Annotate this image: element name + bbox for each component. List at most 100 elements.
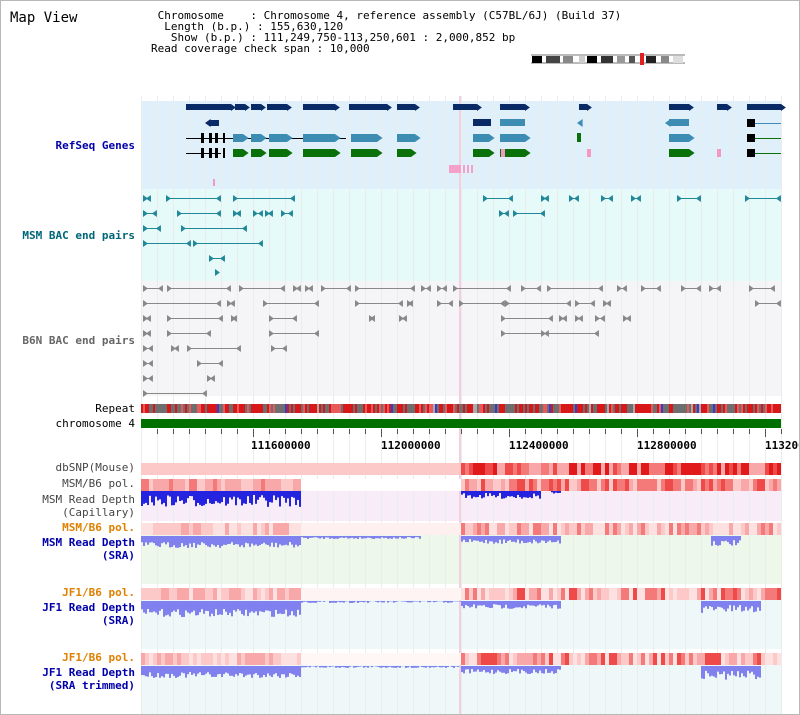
track-glyph	[566, 300, 571, 307]
dbsnp-cell	[689, 463, 693, 475]
msm-pol-cell	[261, 479, 265, 491]
jf1-pol-trimmed-cell	[249, 653, 253, 665]
track-label-refseq[interactable]: RefSeq Genes	[55, 139, 135, 152]
repeat-segment	[447, 404, 449, 413]
repeat-segment	[525, 404, 527, 413]
msm-pol-cell	[461, 479, 465, 491]
dbsnp-cell	[585, 463, 589, 475]
track-glyph	[601, 195, 606, 202]
repeat-segment	[485, 404, 487, 413]
msm-depth-capillary-bar	[189, 491, 191, 497]
jf1-pol-trimmed-cell	[349, 653, 353, 665]
dbsnp-cell	[297, 463, 301, 475]
msm-pol-cell	[673, 479, 677, 491]
repeat-segment	[441, 404, 443, 413]
msm-pol-cell	[669, 479, 673, 491]
track-glyph	[525, 134, 531, 142]
track-label-msm-bac[interactable]: MSM BAC end pairs	[22, 229, 135, 242]
jf1-depth-sra-bar	[141, 601, 143, 610]
repeat-segment	[497, 404, 499, 413]
msm-pol-cell	[501, 479, 505, 491]
jf1-depth-trimmed-bar	[503, 666, 505, 673]
jf1-depth-trimmed-bar	[191, 666, 193, 675]
msm-depth-capillary-bar	[145, 491, 147, 503]
msm-depth-sra-bar	[367, 536, 369, 538]
jf1-depth-trimmed-bar	[197, 666, 199, 674]
msm-depth-sra-bar	[529, 536, 531, 542]
dbsnp-cell	[397, 463, 401, 475]
jf1-depth-trimmed-bar	[365, 666, 367, 667]
msm-pol-sra-cell	[709, 523, 713, 535]
gene-marker	[457, 165, 459, 173]
track-glyph	[689, 104, 694, 111]
jf1-pol-cell	[153, 588, 157, 600]
jf1-depth-sra-bar	[705, 601, 707, 607]
dbsnp-cell	[657, 463, 661, 475]
msm-depth-capillary-bar	[159, 491, 161, 500]
track-glyph	[603, 300, 608, 307]
jf1-depth-sra-bar	[509, 601, 511, 609]
jf1-pol-trimmed-cell	[517, 653, 521, 665]
gene-exon	[201, 133, 204, 143]
msm-pol-sra-cell	[561, 523, 565, 535]
repeat-segment	[747, 404, 749, 413]
gene-exon	[500, 149, 525, 157]
repeat-segment	[609, 404, 611, 413]
repeat-segment	[571, 404, 573, 413]
repeat-segment	[649, 404, 651, 413]
jf1-depth-sra-bar	[259, 601, 261, 612]
repeat-segment	[547, 404, 549, 413]
jf1-pol-cell	[681, 588, 685, 600]
msm-depth-sra-bar	[341, 536, 343, 538]
track-glyph	[146, 330, 151, 337]
dbsnp-cell	[461, 463, 465, 475]
msm-depth-sra-bar	[489, 536, 491, 542]
repeat-segment	[467, 404, 469, 413]
dbsnp-cell	[173, 463, 177, 475]
jf1-pol-cell	[249, 588, 253, 600]
msm-depth-sra-bar	[349, 536, 351, 539]
repeat-segment	[681, 404, 683, 413]
msm-pol-cell	[193, 479, 197, 491]
msm-pol-sra-cell	[245, 523, 249, 535]
track-glyph	[547, 285, 552, 292]
msm-pol-sra-cell	[605, 523, 609, 535]
msm-pol-sra-cell	[737, 523, 741, 535]
jf1-pol-cell	[313, 588, 317, 600]
repeat-segment	[545, 404, 547, 413]
msm-depth-capillary-bar	[463, 491, 465, 494]
jf1-pol-trimmed-cell	[345, 653, 349, 665]
jf1-pol-trimmed-cell	[433, 653, 437, 665]
msm-pol-cell	[389, 479, 393, 491]
jf1-depth-trimmed-bar	[391, 666, 393, 668]
repeat-segment	[407, 404, 409, 413]
jf1-depth-trimmed-bar	[467, 666, 469, 670]
repeat-segment	[341, 404, 343, 413]
msm-pol-cell	[189, 479, 193, 491]
jf1-depth-trimmed-bar	[233, 666, 235, 677]
msm-depth-capillary-bar	[197, 491, 199, 503]
track-glyph	[623, 315, 628, 322]
dbsnp-cell	[693, 463, 697, 475]
jf1-pol-trimmed-cell	[545, 653, 549, 665]
track-glyph	[448, 300, 453, 307]
jf1-depth-trimmed-bar	[183, 666, 185, 674]
msm-depth-sra-bar	[255, 536, 257, 545]
jf1-depth-sra-bar	[235, 601, 237, 612]
repeat-segment	[373, 404, 375, 413]
gene-exon	[453, 104, 477, 110]
repeat-segment	[331, 404, 333, 413]
jf1-pol-trimmed-cell	[341, 653, 345, 665]
track-label-b6n-bac[interactable]: B6N BAC end pairs	[22, 334, 135, 347]
jf1-depth-sra-bar	[179, 601, 181, 615]
jf1-depth-trimmed-bar	[309, 666, 311, 668]
jf1-depth-trimmed-bar	[275, 666, 277, 674]
jf1-pol-trimmed-cell	[509, 653, 513, 665]
repeat-segment	[637, 404, 639, 413]
msm-depth-sra-bar	[243, 536, 245, 548]
jf1-pol-trimmed-cell	[481, 653, 485, 665]
msm-depth-sra-bar	[399, 536, 401, 538]
repeat-segment	[691, 404, 693, 413]
repeat-segment	[169, 404, 171, 413]
